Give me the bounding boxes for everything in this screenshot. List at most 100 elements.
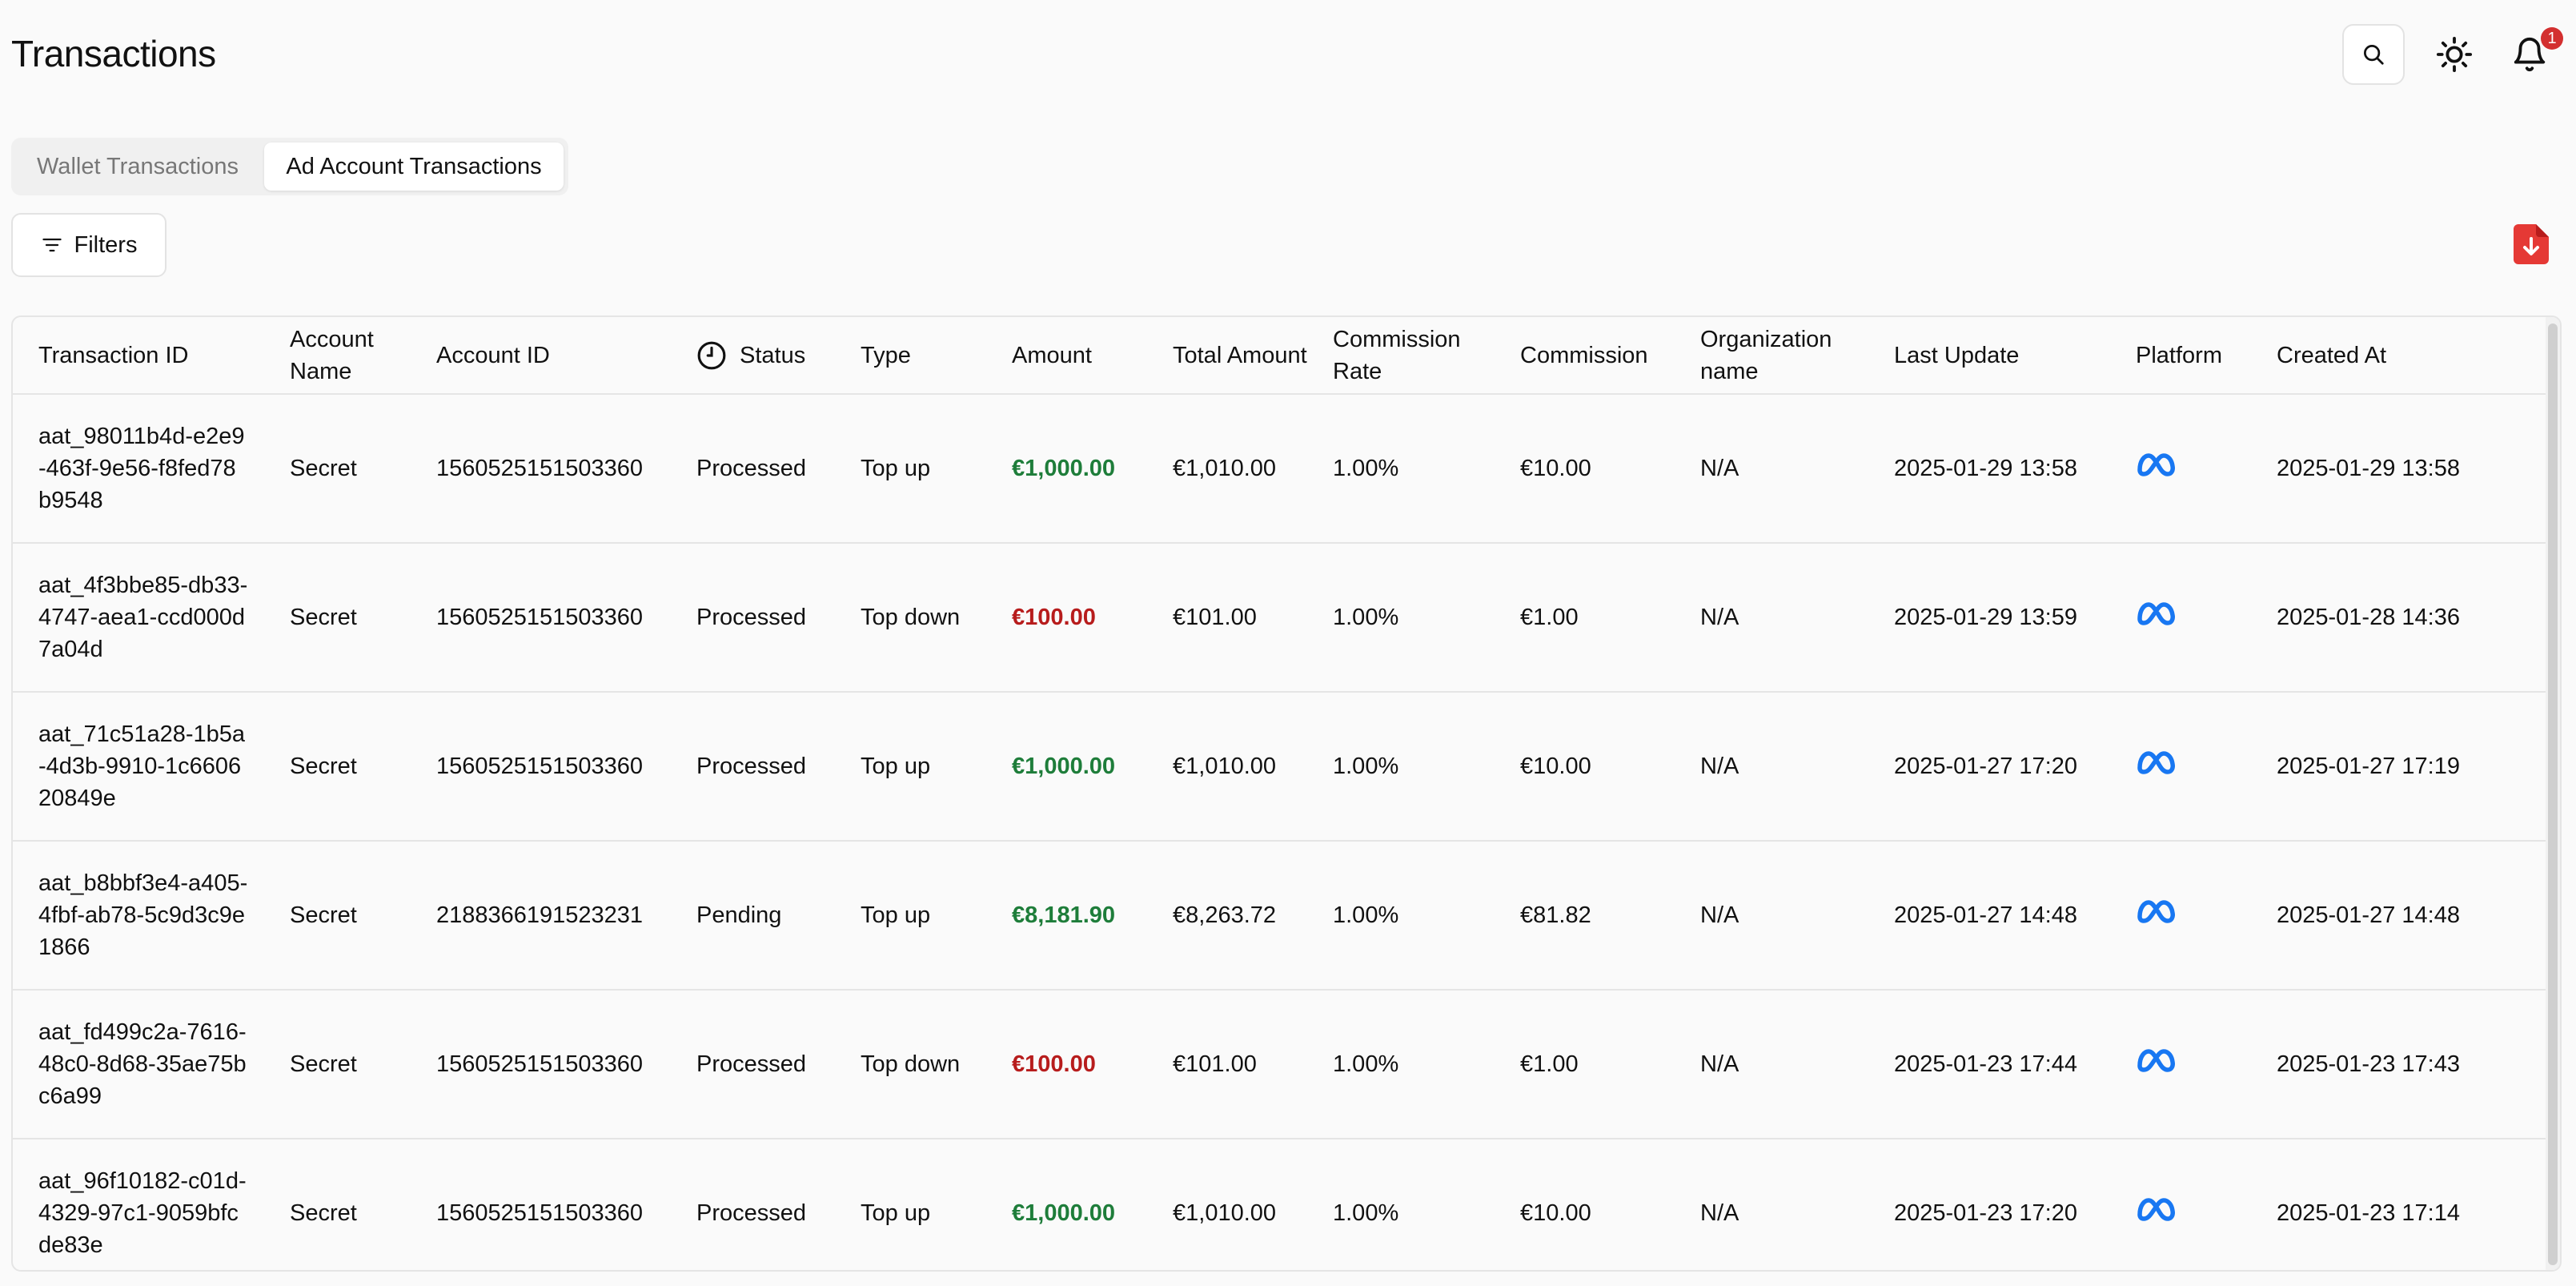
- cell-account-name: Secret: [264, 692, 411, 842]
- cell-created-at-text: 2025-01-28 14:36: [2277, 605, 2460, 630]
- table-row[interactable]: aat_b8bbf3e4-a405-4fbf-ab78-5c9d3c9e1866…: [13, 841, 2547, 991]
- sun-icon: [2436, 36, 2473, 73]
- cell-account-name: Secret: [264, 394, 411, 544]
- table-row[interactable]: aat_fd499c2a-7616-48c0-8d68-35ae75bc6a99…: [13, 990, 2547, 1139]
- cell-total-amount-text: €101.00: [1173, 605, 1257, 630]
- scrollbar-thumb[interactable]: [2548, 324, 2558, 1265]
- cell-last-update-text: 2025-01-27 17:20: [1894, 754, 2077, 779]
- cell-commission-rate-text: 1.00%: [1333, 605, 1399, 630]
- cell-created-at: 2025-01-23 17:14: [2251, 1139, 2547, 1270]
- cell-commission: €10.00: [1495, 1139, 1675, 1270]
- cell-type: Top up: [835, 841, 986, 991]
- cell-type-text: Top up: [861, 1200, 931, 1226]
- cell-commission: €81.82: [1495, 841, 1675, 991]
- cell-organization-name: N/A: [1675, 990, 1868, 1139]
- cell-created-at: 2025-01-23 17:43: [2251, 990, 2547, 1139]
- table-row[interactable]: aat_71c51a28-1b5a-4d3b-9910-1c660620849e…: [13, 692, 2547, 842]
- cell-account-id-text: 1560525151503360: [436, 605, 644, 630]
- cell-type: Top up: [835, 692, 986, 842]
- cell-type: Top down: [835, 543, 986, 693]
- cell-commission-text: €10.00: [1520, 456, 1591, 481]
- cell-commission-rate-text: 1.00%: [1333, 456, 1399, 481]
- cell-organization-name: N/A: [1675, 841, 1868, 991]
- cell-commission-rate-text: 1.00%: [1333, 902, 1399, 928]
- cell-status: Processed: [671, 394, 835, 544]
- cell-commission: €1.00: [1495, 990, 1675, 1139]
- theme-toggle-button[interactable]: [2429, 29, 2480, 80]
- tab-ad-account-transactions[interactable]: Ad Account Transactions: [264, 143, 564, 191]
- cell-account-name: Secret: [264, 841, 411, 991]
- cell-transaction-id-text: aat_71c51a28-1b5a-4d3b-9910-1c660620849e: [38, 721, 246, 811]
- table-row[interactable]: aat_98011b4d-e2e9-463f-9e56-f8fed78b9548…: [13, 394, 2547, 544]
- cell-amount: €8,181.90: [986, 841, 1147, 991]
- table-scrollbar[interactable]: [2546, 317, 2560, 1270]
- cell-last-update-text: 2025-01-29 13:59: [1894, 605, 2077, 630]
- cell-transaction-id: aat_b8bbf3e4-a405-4fbf-ab78-5c9d3c9e1866: [13, 841, 264, 991]
- cell-type-text: Top down: [861, 605, 961, 630]
- cell-total-amount-text: €1,010.00: [1173, 1200, 1277, 1226]
- table-row[interactable]: aat_96f10182-c01d-4329-97c1-9059bfcde83e…: [13, 1139, 2547, 1270]
- column-header-status[interactable]: Status: [671, 317, 835, 395]
- filters-label: Filters: [74, 231, 138, 258]
- cell-transaction-id-text: aat_fd499c2a-7616-48c0-8d68-35ae75bc6a99: [38, 1019, 247, 1109]
- cell-platform: [2110, 543, 2251, 693]
- cell-transaction-id: aat_96f10182-c01d-4329-97c1-9059bfcde83e: [13, 1139, 264, 1270]
- cell-commission: €10.00: [1495, 692, 1675, 842]
- transaction-tabs: Wallet Transactions Ad Account Transacti…: [11, 138, 568, 195]
- cell-commission-rate: 1.00%: [1307, 841, 1495, 991]
- cell-type: Top up: [835, 1139, 986, 1270]
- cell-last-update: 2025-01-23 17:20: [1868, 1139, 2110, 1270]
- tab-wallet-transactions[interactable]: Wallet Transactions: [37, 153, 239, 179]
- cell-status-text: Processed: [696, 1200, 807, 1226]
- filters-button[interactable]: Filters: [11, 213, 167, 277]
- cell-status: Processed: [671, 692, 835, 842]
- cell-last-update: 2025-01-29 13:58: [1868, 394, 2110, 544]
- cell-status: Processed: [671, 990, 835, 1139]
- cell-total-amount: €101.00: [1147, 543, 1307, 693]
- cell-total-amount-text: €1,010.00: [1173, 754, 1277, 779]
- cell-commission: €1.00: [1495, 543, 1675, 693]
- cell-commission-rate-text: 1.00%: [1333, 1051, 1399, 1077]
- search-button[interactable]: [2342, 24, 2405, 85]
- meta-icon: [2137, 452, 2175, 476]
- cell-type-text: Top down: [861, 1051, 961, 1077]
- cell-commission-rate-text: 1.00%: [1333, 754, 1399, 779]
- cell-organization-name-text: N/A: [1700, 605, 1739, 630]
- cell-account-id-text: 1560525151503360: [436, 456, 644, 481]
- cell-account-id: 2188366191523231: [411, 841, 671, 991]
- cell-transaction-id-text: aat_96f10182-c01d-4329-97c1-9059bfcde83e: [38, 1168, 247, 1258]
- cell-created-at-text: 2025-01-29 13:58: [2277, 456, 2460, 481]
- cell-amount-text: €1,000.00: [1012, 1200, 1116, 1226]
- export-pdf-button[interactable]: [2514, 224, 2549, 264]
- table-row[interactable]: aat_4f3bbe85-db33-4747-aea1-ccd000d7a04d…: [13, 543, 2547, 693]
- cell-total-amount: €1,010.00: [1147, 394, 1307, 544]
- cell-created-at-text: 2025-01-23 17:14: [2277, 1200, 2460, 1226]
- cell-amount: €1,000.00: [986, 1139, 1147, 1270]
- cell-commission-rate: 1.00%: [1307, 990, 1495, 1139]
- filter-icon: [42, 238, 62, 252]
- column-header-total-amount: Total Amount: [1147, 317, 1307, 395]
- cell-account-id-text: 1560525151503360: [436, 1200, 644, 1226]
- cell-transaction-id-text: aat_b8bbf3e4-a405-4fbf-ab78-5c9d3c9e1866: [38, 870, 248, 960]
- cell-last-update-text: 2025-01-27 14:48: [1894, 902, 2077, 928]
- cell-transaction-id: aat_71c51a28-1b5a-4d3b-9910-1c660620849e: [13, 692, 264, 842]
- cell-organization-name-text: N/A: [1700, 456, 1739, 481]
- notifications-button[interactable]: [2504, 29, 2555, 80]
- cell-account-name-text: Secret: [290, 456, 357, 481]
- table-header-row: Transaction ID Account Name Account ID S…: [13, 317, 2547, 395]
- cell-created-at-text: 2025-01-23 17:43: [2277, 1051, 2460, 1077]
- cell-status-text: Processed: [696, 754, 807, 779]
- cell-created-at-text: 2025-01-27 14:48: [2277, 902, 2460, 928]
- cell-total-amount-text: €1,010.00: [1173, 456, 1277, 481]
- cell-organization-name: N/A: [1675, 543, 1868, 693]
- cell-organization-name-text: N/A: [1700, 1200, 1739, 1226]
- cell-transaction-id-text: aat_98011b4d-e2e9-463f-9e56-f8fed78b9548: [38, 424, 245, 513]
- cell-created-at-text: 2025-01-27 17:19: [2277, 754, 2460, 779]
- cell-transaction-id-text: aat_4f3bbe85-db33-4747-aea1-ccd000d7a04d: [38, 573, 248, 662]
- cell-created-at: 2025-01-29 13:58: [2251, 394, 2547, 544]
- column-header-organization-name: Organization name: [1675, 317, 1868, 395]
- meta-icon: [2137, 1048, 2175, 1072]
- cell-last-update-text: 2025-01-23 17:44: [1894, 1051, 2077, 1077]
- cell-platform: [2110, 841, 2251, 991]
- cell-created-at: 2025-01-27 14:48: [2251, 841, 2547, 991]
